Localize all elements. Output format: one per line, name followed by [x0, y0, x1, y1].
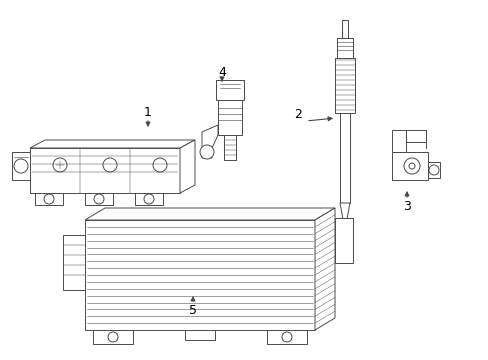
Circle shape	[103, 158, 117, 172]
Bar	[391, 152, 427, 180]
Text: 3: 3	[402, 199, 410, 212]
Circle shape	[408, 163, 414, 169]
Bar	[224, 135, 236, 160]
Polygon shape	[202, 125, 218, 158]
Polygon shape	[314, 208, 334, 330]
Bar	[266, 330, 306, 344]
Circle shape	[108, 332, 118, 342]
Bar	[339, 113, 349, 203]
Bar	[334, 218, 352, 263]
Bar	[391, 130, 405, 152]
Bar	[184, 330, 215, 340]
Bar	[85, 193, 113, 205]
Bar	[336, 38, 352, 58]
Circle shape	[200, 145, 214, 159]
Circle shape	[143, 194, 154, 204]
Circle shape	[94, 194, 104, 204]
Circle shape	[428, 165, 438, 175]
Circle shape	[403, 158, 419, 174]
Circle shape	[282, 332, 291, 342]
Polygon shape	[30, 140, 195, 148]
Polygon shape	[180, 140, 195, 193]
Circle shape	[53, 158, 67, 172]
Polygon shape	[339, 203, 349, 230]
Circle shape	[153, 158, 167, 172]
Bar	[85, 220, 314, 330]
Circle shape	[44, 194, 54, 204]
Text: 2: 2	[293, 108, 301, 122]
Bar	[216, 80, 244, 100]
Bar	[218, 100, 242, 135]
Bar	[405, 130, 425, 142]
Bar	[12, 152, 30, 180]
Bar	[334, 58, 354, 113]
Bar	[30, 148, 180, 193]
Bar	[427, 162, 439, 178]
Bar	[35, 193, 63, 205]
Bar	[135, 193, 163, 205]
Bar	[341, 20, 347, 38]
Circle shape	[14, 159, 28, 173]
Bar	[93, 330, 133, 344]
Text: 5: 5	[189, 303, 197, 316]
Polygon shape	[85, 208, 334, 220]
Text: 1: 1	[144, 105, 152, 118]
Bar	[63, 235, 85, 290]
Text: 4: 4	[218, 66, 225, 78]
